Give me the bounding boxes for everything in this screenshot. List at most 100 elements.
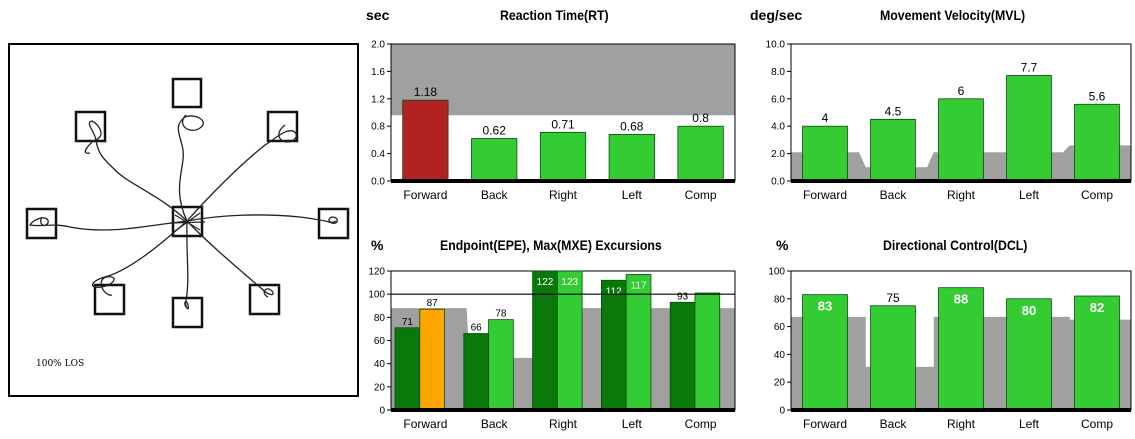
trace-forward [177,114,204,222]
value-label: 1.18 [414,85,438,99]
y-tick-label: 20 [774,378,786,389]
x-tick-label: Right [549,417,578,431]
y-tick-label: 0.0 [371,177,385,188]
x-tick-label: Right [947,417,976,431]
trace-left [28,216,188,231]
target-box-back-left [93,283,126,316]
x-tick-label: Left [1019,417,1040,431]
y-tick-label: 10.0 [766,40,786,51]
bar-forward [802,294,848,411]
value-label: 93 [677,291,689,302]
value-label: 66 [471,323,483,334]
y-tick-label: 100 [768,267,785,278]
bar-left [1006,298,1052,411]
bar-back [870,118,916,182]
bar-right [938,98,984,182]
target-box-right [317,207,350,240]
x-tick-label: Back [481,188,509,202]
x-tick-label: Back [481,417,509,431]
bar-mxe-forward [419,308,445,411]
target-box-back [171,296,204,329]
value-label: 0.8 [692,111,709,125]
target-box-left [25,207,58,240]
y-tick-label: 60 [374,336,386,347]
y-tick-label: 8.0 [771,67,785,78]
dcl-title: Directional Control(DCL) [883,237,1028,253]
y-tick-label: 1.6 [371,67,385,78]
mvl-unit-label: deg/sec [750,7,803,23]
directional-control-chart: 0 20 40 60 80 100 83 75 88 80 82 Forward Back Right Le… [768,267,1132,431]
bar-epe-right [532,270,558,411]
y-tick-label: 120 [368,267,385,278]
x-tick-label: Left [1019,188,1040,202]
y-tick-label: 0.0 [771,177,785,188]
value-label: 71 [402,317,414,328]
trace-front-right [186,124,297,222]
value-label: 82 [1090,300,1104,315]
y-tick-label: 40 [374,359,386,370]
bar-right [539,131,587,182]
value-label: 75 [886,291,900,305]
value-label: 101 [699,282,716,293]
target-boxes [25,77,350,329]
value-label: 117 [631,280,647,291]
y-tick-label: 80 [774,294,786,305]
x-tick-label: Right [947,188,976,202]
epe-unit-label: % [371,237,384,253]
bar-back [471,138,518,182]
bar-mxe-comp [694,292,721,411]
dcl-unit-label: % [776,237,789,253]
value-label: 123 [561,277,578,288]
bar-mxe-right [556,270,583,411]
x-tick-label: Forward [803,417,847,431]
target-box-back-right [248,283,281,316]
x-tick-label: Comp [685,188,717,202]
trace-right [186,214,338,224]
mvl-title: Movement Velocity(MVL) [880,7,1026,23]
bar-back [870,305,916,411]
bar-forward [802,125,848,182]
value-label: 6 [958,84,965,98]
bar-comp [1074,103,1120,182]
x-tick-label: Right [549,188,578,202]
sway-traces [28,114,338,310]
value-label: 5.6 [1089,89,1106,103]
y-tick-label: 0.4 [371,149,385,160]
y-tick-label: 100 [368,290,385,301]
x-tick-label: Forward [403,188,447,202]
bar-right [938,287,984,411]
movement-velocity-chart: 0.0 2.0 4.0 6.0 8.0 10.0 4 4.5 6 7.7 5.6 Forward Bac… [766,40,1132,202]
los-label: 100% LOS [36,359,85,369]
x-tick-label: Comp [1081,188,1113,202]
bar-forward [402,99,449,182]
value-label: 88 [954,292,968,307]
x-tick-label: Back [880,188,908,202]
excursions-chart: 0 20 40 60 80 100 120 71 87 66 78 122 123 112 117 93 101… [368,267,736,431]
y-tick-label: 20 [374,382,386,393]
x-tick-label: Forward [403,417,447,431]
value-label: 122 [537,277,554,288]
value-label: 87 [427,298,439,309]
bar-epe-left [600,279,627,411]
rt-unit-label: sec [366,7,390,23]
y-tick-label: 0 [779,406,785,417]
bar-epe-comp [669,301,696,411]
bar-left [1006,75,1052,182]
rt-title: Reaction Time(RT) [500,7,609,23]
y-tick-label: 80 [374,313,386,324]
bar-epe-forward [394,327,421,411]
value-label: 0.68 [620,119,644,133]
y-tick-label: 1.2 [371,94,385,105]
y-tick-label: 2.0 [371,40,385,51]
trace-center-scribble [169,212,206,232]
value-label: 0.71 [551,117,575,131]
trace-front-left [84,120,188,222]
value-label: 4.5 [885,104,902,118]
value-label: 78 [495,309,507,320]
trace-back-right [186,220,274,298]
value-label: 7.7 [1021,61,1038,75]
value-label: 112 [606,286,622,297]
trace-plot [25,77,350,329]
target-box-front [171,77,203,109]
epe-title: Endpoint(EPE), Max(MXE) Excursions [440,237,662,253]
